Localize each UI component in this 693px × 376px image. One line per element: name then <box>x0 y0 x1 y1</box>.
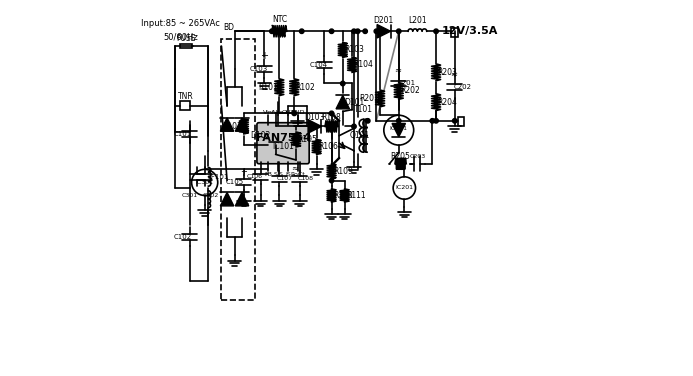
Text: C302: C302 <box>202 193 218 198</box>
Text: +: + <box>240 167 247 176</box>
Text: C202: C202 <box>453 84 471 90</box>
Text: C203: C203 <box>410 154 426 159</box>
Circle shape <box>365 118 370 123</box>
Circle shape <box>292 111 297 115</box>
Circle shape <box>299 29 304 33</box>
Circle shape <box>434 118 438 123</box>
Text: C104: C104 <box>310 62 328 68</box>
Text: D102: D102 <box>251 131 271 140</box>
Polygon shape <box>236 193 249 206</box>
Text: R103: R103 <box>344 45 364 55</box>
Text: C105: C105 <box>225 179 244 185</box>
Text: R203: R203 <box>437 68 457 77</box>
Circle shape <box>329 178 334 183</box>
Circle shape <box>340 81 345 86</box>
Bar <box>451 27 457 37</box>
Bar <box>222 39 255 300</box>
Text: IC201: IC201 <box>395 185 413 191</box>
Text: R101: R101 <box>258 83 278 92</box>
Text: C103: C103 <box>249 65 268 71</box>
Text: IC301: IC301 <box>195 180 213 185</box>
Text: NTC: NTC <box>272 15 287 24</box>
Text: C301: C301 <box>182 193 198 198</box>
Text: S/S: S/S <box>273 172 283 177</box>
Text: 50/60Hz: 50/60Hz <box>163 32 198 41</box>
Text: R109: R109 <box>333 167 353 176</box>
Polygon shape <box>308 120 322 133</box>
Text: C102: C102 <box>173 233 191 240</box>
Text: IC301: IC301 <box>389 126 407 131</box>
Text: IS: IS <box>285 172 291 177</box>
Text: D201: D201 <box>374 16 394 25</box>
Text: R107: R107 <box>222 122 243 131</box>
Circle shape <box>363 29 367 33</box>
Polygon shape <box>220 118 234 131</box>
Polygon shape <box>392 123 405 137</box>
Text: D101: D101 <box>344 98 364 107</box>
Text: R202: R202 <box>400 86 420 96</box>
Text: C107: C107 <box>277 176 293 181</box>
Text: R204: R204 <box>437 98 457 107</box>
Text: L201: L201 <box>408 16 427 25</box>
Text: C101: C101 <box>173 131 191 137</box>
Text: IC101: IC101 <box>272 143 294 152</box>
Bar <box>457 117 464 126</box>
FancyBboxPatch shape <box>257 123 309 164</box>
Text: R201: R201 <box>359 94 379 103</box>
Text: T101: T101 <box>354 105 373 114</box>
Text: R205: R205 <box>391 152 410 161</box>
Text: C201: C201 <box>397 80 415 86</box>
Circle shape <box>352 124 356 129</box>
Circle shape <box>352 29 356 33</box>
Text: R106: R106 <box>318 143 337 152</box>
Text: D103: D103 <box>305 112 325 121</box>
Text: ≈: ≈ <box>394 65 401 74</box>
Text: +: + <box>260 51 267 61</box>
Text: OUT: OUT <box>281 110 295 115</box>
Circle shape <box>329 124 334 129</box>
Text: TNR: TNR <box>178 92 194 101</box>
Text: FUSE: FUSE <box>176 34 195 43</box>
Text: ≈: ≈ <box>450 69 457 78</box>
Text: C108: C108 <box>297 176 313 181</box>
Text: Vcc: Vcc <box>272 110 284 115</box>
Text: C106: C106 <box>247 174 263 179</box>
Text: RoCt: RoCt <box>290 172 305 177</box>
Circle shape <box>329 111 334 115</box>
Text: R111: R111 <box>346 191 366 200</box>
Text: ≈: ≈ <box>394 120 401 129</box>
Text: 12V/3.5A: 12V/3.5A <box>441 26 498 36</box>
Circle shape <box>356 29 360 33</box>
Text: ≈: ≈ <box>291 163 298 172</box>
Circle shape <box>434 29 438 33</box>
Text: R108: R108 <box>322 112 342 121</box>
Circle shape <box>430 118 435 123</box>
Polygon shape <box>220 193 234 206</box>
Text: R110: R110 <box>333 191 353 200</box>
Polygon shape <box>269 129 282 143</box>
Circle shape <box>396 118 401 123</box>
Text: R104: R104 <box>353 60 374 69</box>
Bar <box>180 44 191 48</box>
Circle shape <box>270 29 274 33</box>
Text: Vinf: Vinf <box>263 110 274 115</box>
Circle shape <box>374 29 378 33</box>
Bar <box>180 101 190 111</box>
Text: Q101: Q101 <box>349 131 369 140</box>
Text: R105: R105 <box>297 135 317 144</box>
Text: BD: BD <box>223 23 234 32</box>
Text: LF101: LF101 <box>207 174 229 180</box>
Text: R102: R102 <box>296 83 315 92</box>
Polygon shape <box>377 24 391 38</box>
Text: FB: FB <box>265 172 272 177</box>
Circle shape <box>329 29 334 33</box>
Text: Input:85 ~ 265VAc: Input:85 ~ 265VAc <box>141 19 220 28</box>
Text: FAN7554: FAN7554 <box>256 133 310 143</box>
Circle shape <box>378 29 383 33</box>
Circle shape <box>453 118 457 123</box>
Polygon shape <box>236 118 249 131</box>
Polygon shape <box>336 96 349 109</box>
Text: GND: GND <box>290 110 305 115</box>
Circle shape <box>396 29 401 33</box>
